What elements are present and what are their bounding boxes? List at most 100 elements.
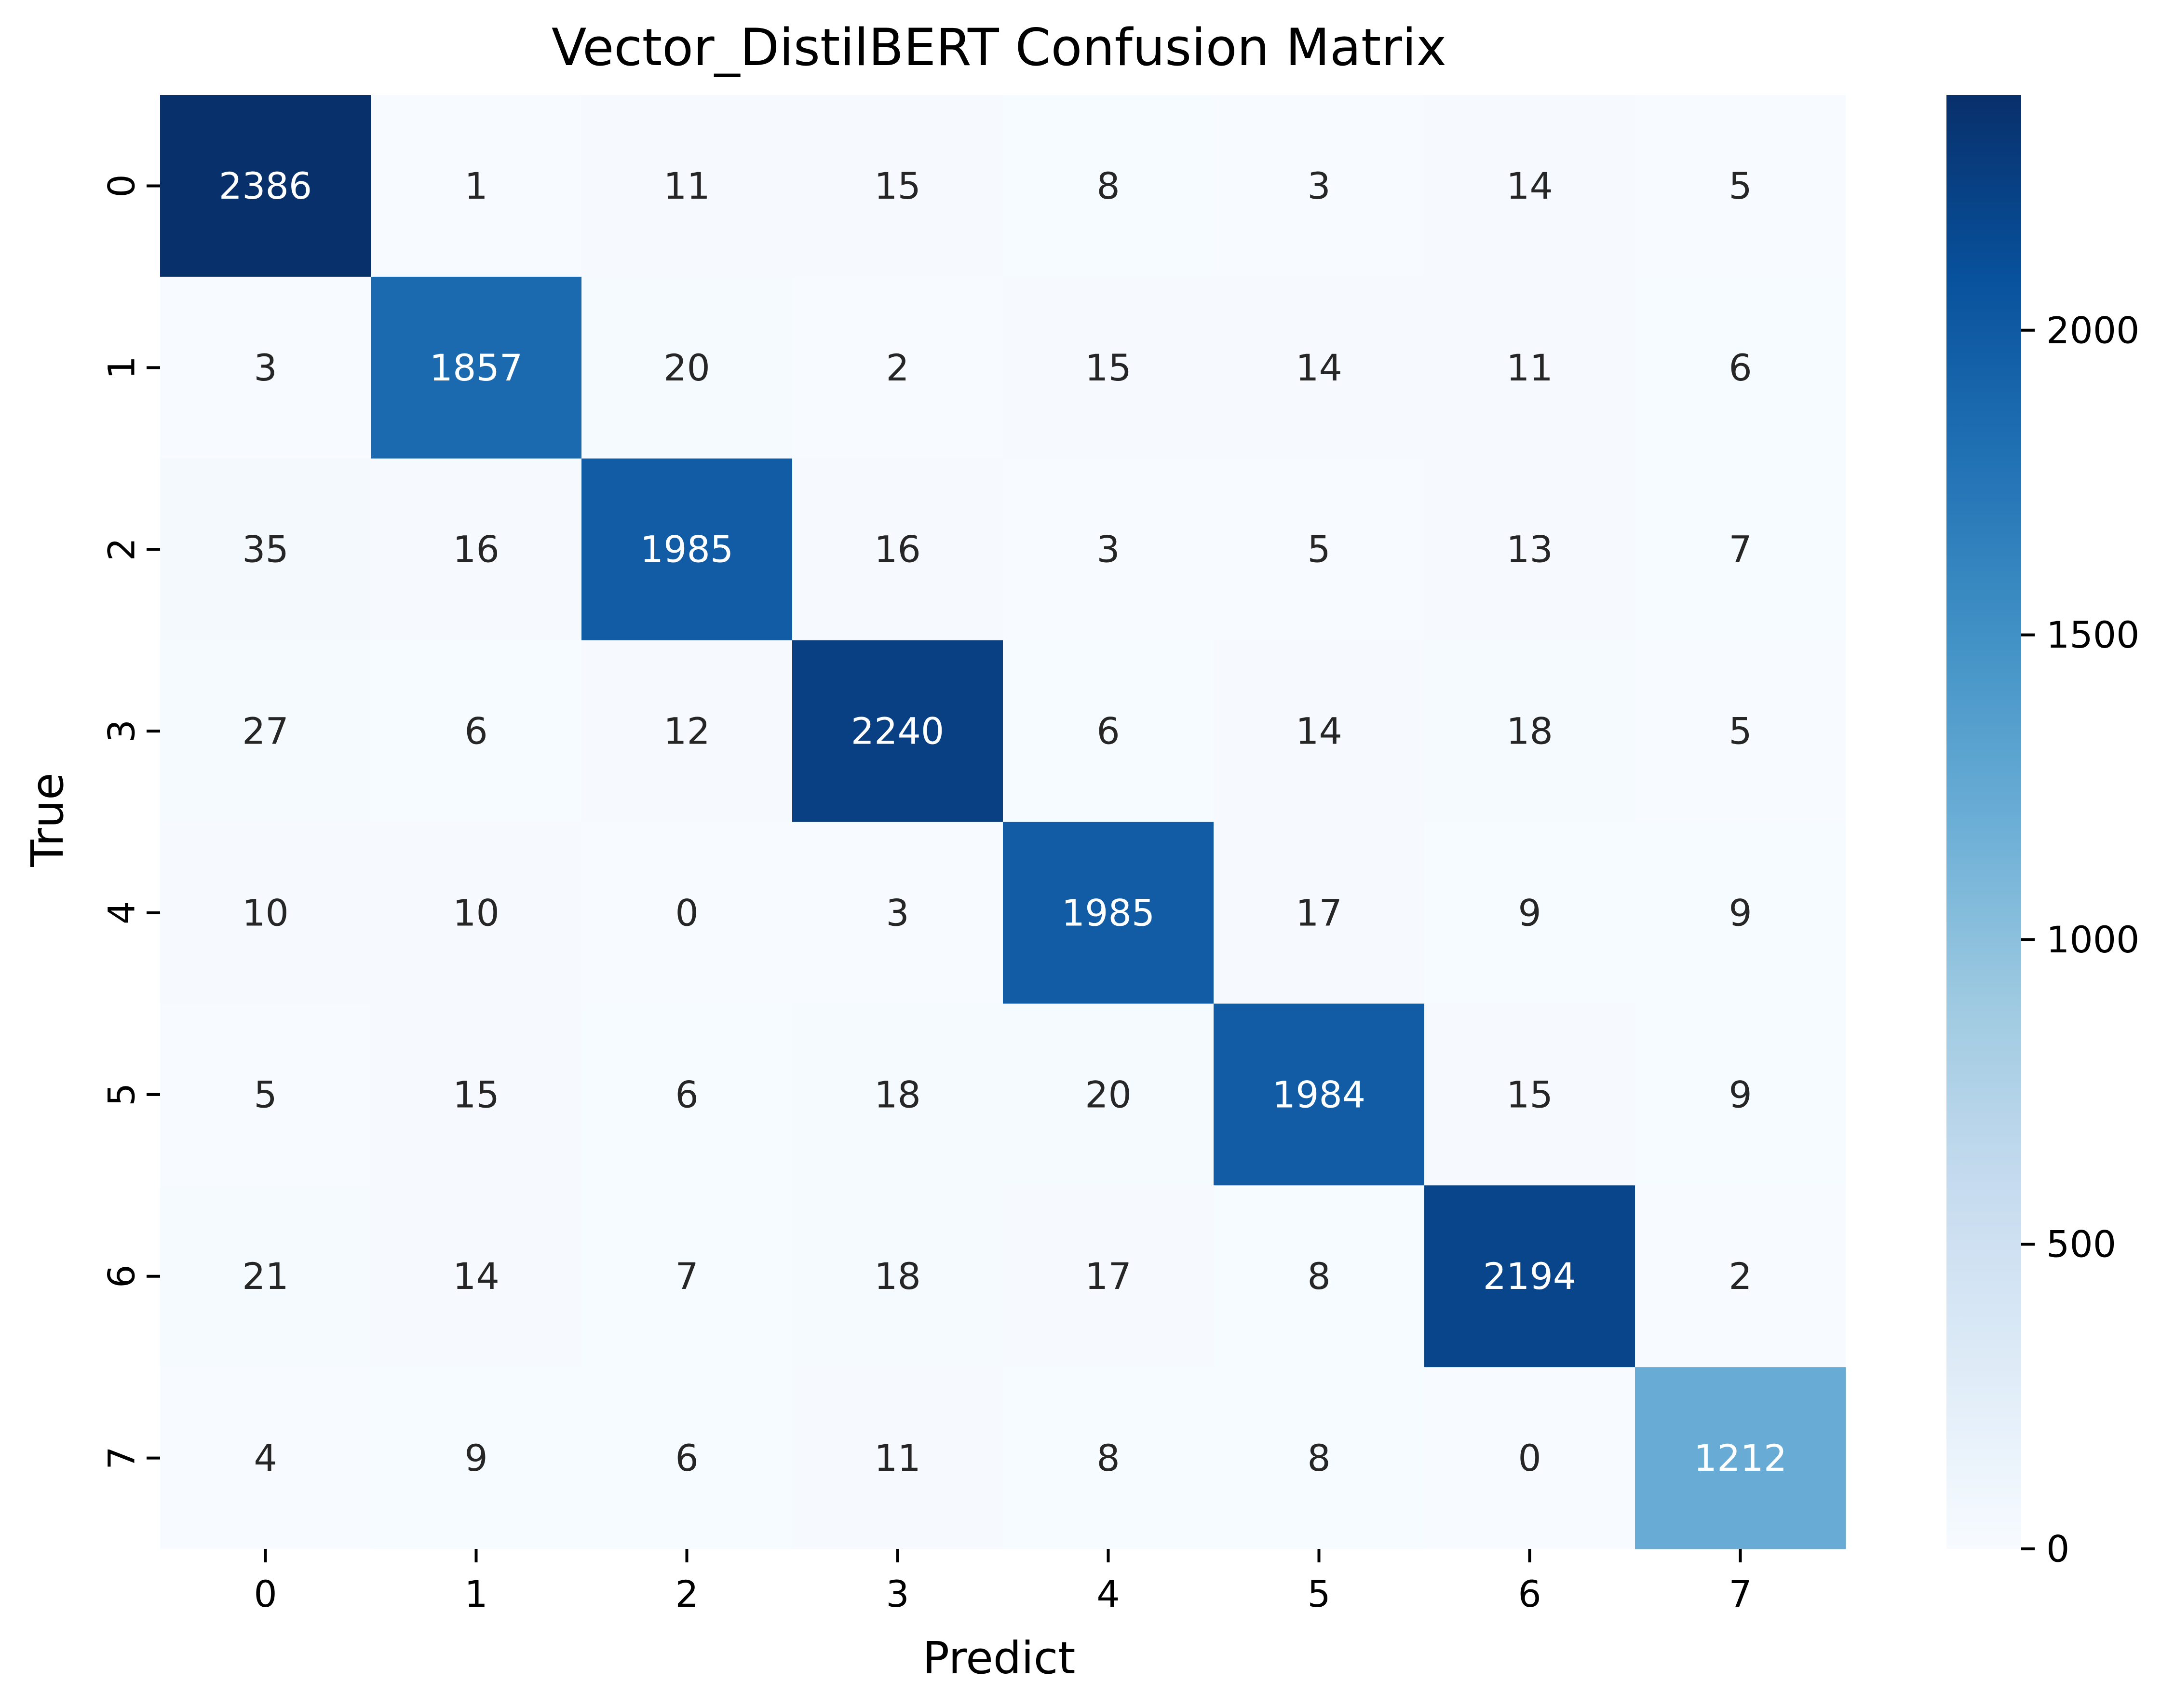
heatmap-cell (160, 458, 371, 641)
cell-value: 10 (453, 891, 500, 934)
cell-value: 17 (1085, 1255, 1132, 1298)
colorbar-tick-label: 2000 (2046, 309, 2139, 352)
cell-value: 6 (675, 1437, 698, 1479)
heatmap-cell (792, 1185, 1003, 1368)
heatmap-cell (792, 95, 1003, 277)
heatmap-cell (160, 1185, 371, 1368)
cell-value: 3 (1096, 528, 1120, 571)
cell-value: 1985 (1062, 891, 1155, 934)
cell-value: 11 (874, 1437, 921, 1479)
cell-value: 27 (242, 710, 289, 753)
heatmap-cell (1214, 458, 1425, 641)
cell-value: 10 (242, 891, 289, 934)
heatmap-cell (581, 640, 793, 822)
heatmap-cell (371, 276, 582, 459)
cell-value: 2194 (1483, 1255, 1576, 1298)
cell-value: 15 (453, 1073, 500, 1116)
heatmap-cell (1635, 640, 1846, 822)
y-tick-label: 3 (100, 719, 143, 743)
heatmap-cell (1003, 640, 1214, 822)
cell-value: 5 (1729, 710, 1752, 753)
heatmap-cell (1214, 1003, 1425, 1186)
heatmap-cell (1424, 1003, 1635, 1186)
heatmap-cell (1003, 95, 1214, 277)
cell-value: 9 (1729, 1073, 1752, 1116)
x-tick-label: 7 (1729, 1572, 1752, 1615)
x-tick-label: 2 (675, 1572, 698, 1615)
heatmap-cell (1003, 276, 1214, 459)
heatmap-cell (1424, 822, 1635, 1004)
heatmap-cells (160, 95, 1846, 1549)
heatmap-cell (160, 276, 371, 459)
heatmap-cell (792, 458, 1003, 641)
heatmap-cell (1635, 276, 1846, 459)
cell-value: 6 (1096, 710, 1120, 753)
cell-value: 1984 (1272, 1073, 1365, 1116)
y-axis-label: True (22, 773, 73, 867)
cell-value: 16 (874, 528, 921, 571)
heatmap-cell (581, 1185, 793, 1368)
cell-value: 6 (464, 710, 487, 753)
cell-value: 7 (1729, 528, 1752, 571)
cell-value: 11 (1506, 346, 1553, 389)
heatmap-cell (160, 1003, 371, 1186)
cell-value: 6 (675, 1073, 698, 1116)
heatmap-cell (160, 640, 371, 822)
x-tick-label: 6 (1518, 1572, 1541, 1615)
colorbar-ticks: 0 500 1000 1500 2000 (2021, 309, 2139, 1571)
y-tick-label: 4 (100, 901, 143, 924)
cell-value: 8 (1307, 1437, 1330, 1479)
heatmap-cell (581, 1003, 793, 1186)
cell-value: 3 (254, 346, 277, 389)
y-axis: 0 1 2 3 4 5 6 7 (100, 174, 160, 1470)
heatmap-cell (1214, 1185, 1425, 1368)
heatmap-cell (1214, 276, 1425, 459)
heatmap-cell (581, 276, 793, 459)
heatmap-cell (1635, 95, 1846, 277)
colorbar-tick-label: 1500 (2046, 613, 2139, 656)
cell-value: 1212 (1694, 1437, 1787, 1479)
cell-value: 8 (1307, 1255, 1330, 1298)
y-tick-label: 0 (100, 174, 143, 197)
cell-value: 6 (1729, 346, 1752, 389)
heatmap-cell (371, 640, 582, 822)
cell-value: 14 (1296, 710, 1342, 753)
heatmap-cell (1003, 1185, 1214, 1368)
heatmap-cell (371, 95, 582, 277)
cell-value: 14 (1296, 346, 1342, 389)
heatmap-cell (1214, 822, 1425, 1004)
heatmap-cell (160, 1367, 371, 1549)
x-tick-label: 3 (886, 1572, 909, 1615)
cell-value: 2386 (219, 164, 312, 207)
cell-value: 2 (1729, 1255, 1752, 1298)
heatmap-cell (1214, 640, 1425, 822)
y-tick-label: 7 (100, 1446, 143, 1469)
heatmap-cell (1635, 458, 1846, 641)
cell-value: 15 (1506, 1073, 1553, 1116)
cell-value: 7 (675, 1255, 698, 1298)
heatmap-cell (1424, 1367, 1635, 1549)
x-tick-label: 5 (1307, 1572, 1330, 1615)
cell-value: 15 (1085, 346, 1132, 389)
cell-value: 5 (1307, 528, 1330, 571)
cell-value: 18 (874, 1255, 921, 1298)
heatmap-cell (1424, 95, 1635, 277)
heatmap-cell (1424, 458, 1635, 641)
cell-value: 0 (1518, 1437, 1541, 1479)
cell-value: 1985 (640, 528, 733, 571)
cell-value: 8 (1096, 164, 1120, 207)
cell-value: 4 (254, 1437, 277, 1479)
heatmap-cell (160, 822, 371, 1004)
colorbar-tick-label: 500 (2046, 1223, 2116, 1266)
heatmap-cell (792, 276, 1003, 459)
heatmap-cell (581, 822, 793, 1004)
colorbar-tick-label: 1000 (2046, 918, 2139, 961)
y-tick-label: 2 (100, 538, 143, 561)
y-tick-label: 1 (100, 356, 143, 379)
heatmap-cell (581, 95, 793, 277)
chart-title: Vector_DistilBERT Confusion Matrix (552, 18, 1446, 77)
cell-value: 12 (663, 710, 710, 753)
heatmap-cell (581, 1367, 793, 1549)
colorbar-tick-label: 0 (2046, 1528, 2069, 1571)
cell-value: 3 (886, 891, 909, 934)
